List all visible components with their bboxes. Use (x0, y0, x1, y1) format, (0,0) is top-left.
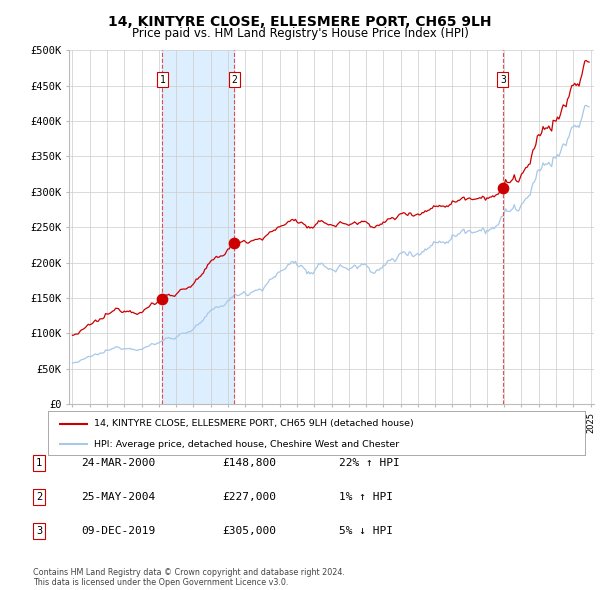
Text: 14, KINTYRE CLOSE, ELLESMERE PORT, CH65 9LH: 14, KINTYRE CLOSE, ELLESMERE PORT, CH65 … (108, 15, 492, 29)
Point (498, 183, 508, 193)
Text: 3: 3 (500, 75, 506, 85)
Text: 25-MAY-2004: 25-MAY-2004 (81, 492, 155, 502)
Point (158, 294, 167, 303)
Text: £227,000: £227,000 (222, 492, 276, 502)
Text: 5% ↓ HPI: 5% ↓ HPI (339, 526, 393, 536)
Text: HPI: Average price, detached house, Cheshire West and Chester: HPI: Average price, detached house, Ches… (94, 440, 399, 449)
Text: £148,800: £148,800 (222, 458, 276, 468)
Text: 22% ↑ HPI: 22% ↑ HPI (339, 458, 400, 468)
Point (230, 239, 239, 248)
Text: 1% ↑ HPI: 1% ↑ HPI (339, 492, 393, 502)
Text: Price paid vs. HM Land Registry's House Price Index (HPI): Price paid vs. HM Land Registry's House … (131, 27, 469, 40)
Text: 2: 2 (36, 492, 42, 502)
Text: 14, KINTYRE CLOSE, ELLESMERE PORT, CH65 9LH (detached house): 14, KINTYRE CLOSE, ELLESMERE PORT, CH65 … (94, 419, 413, 428)
Text: 24-MAR-2000: 24-MAR-2000 (81, 458, 155, 468)
Text: 1: 1 (160, 75, 166, 85)
Text: 2: 2 (232, 75, 238, 85)
Text: £305,000: £305,000 (222, 526, 276, 536)
Text: 1: 1 (36, 458, 42, 468)
Text: 09-DEC-2019: 09-DEC-2019 (81, 526, 155, 536)
Text: Contains HM Land Registry data © Crown copyright and database right 2024.
This d: Contains HM Land Registry data © Crown c… (33, 568, 345, 587)
Bar (161, 50, 233, 404)
Text: 3: 3 (36, 526, 42, 536)
